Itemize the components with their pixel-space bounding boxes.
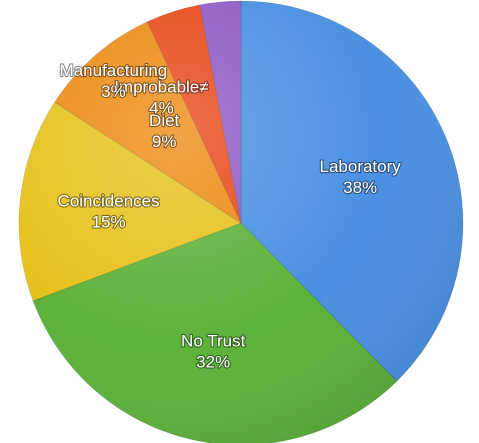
slice-percent-label: 32% <box>196 353 230 372</box>
slice-percent-label: 38% <box>343 178 377 197</box>
pie-label-improbable: Improbable≠ 4% <box>114 78 208 118</box>
slice-name-label: Laboratory <box>320 157 402 176</box>
pie-labels: Laboratory 38% No Trust 32% Coincidences 15% D… <box>56 60 402 373</box>
slice-percent-label: 9% <box>152 132 177 151</box>
pie-label-laboratory: Laboratory 38% <box>320 157 402 197</box>
pie-label-coincidences: Coincidences 15% <box>58 192 160 232</box>
slice-name-label: Coincidences <box>58 192 160 211</box>
slice-name-label: No Trust <box>181 332 246 351</box>
slice-percent-label: 4% <box>149 99 174 118</box>
slice-percent-label: 3% <box>101 82 126 101</box>
slice-name-label: Improbable≠ <box>114 78 208 97</box>
slice-name-label: Diet <box>149 111 180 130</box>
slice-percent-label: 15% <box>92 213 126 232</box>
pie-label-manufacturing: Manufacturing 3% <box>60 61 168 101</box>
slice-name-label: Manufacturing <box>60 61 168 80</box>
pie-label-no-trust: No Trust 32% <box>181 332 246 372</box>
pie-label-diet: Diet 9% <box>149 111 180 151</box>
